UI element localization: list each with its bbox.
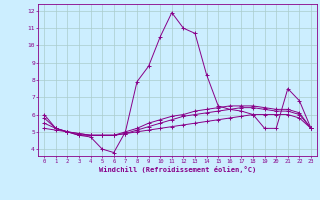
X-axis label: Windchill (Refroidissement éolien,°C): Windchill (Refroidissement éolien,°C) bbox=[99, 166, 256, 173]
